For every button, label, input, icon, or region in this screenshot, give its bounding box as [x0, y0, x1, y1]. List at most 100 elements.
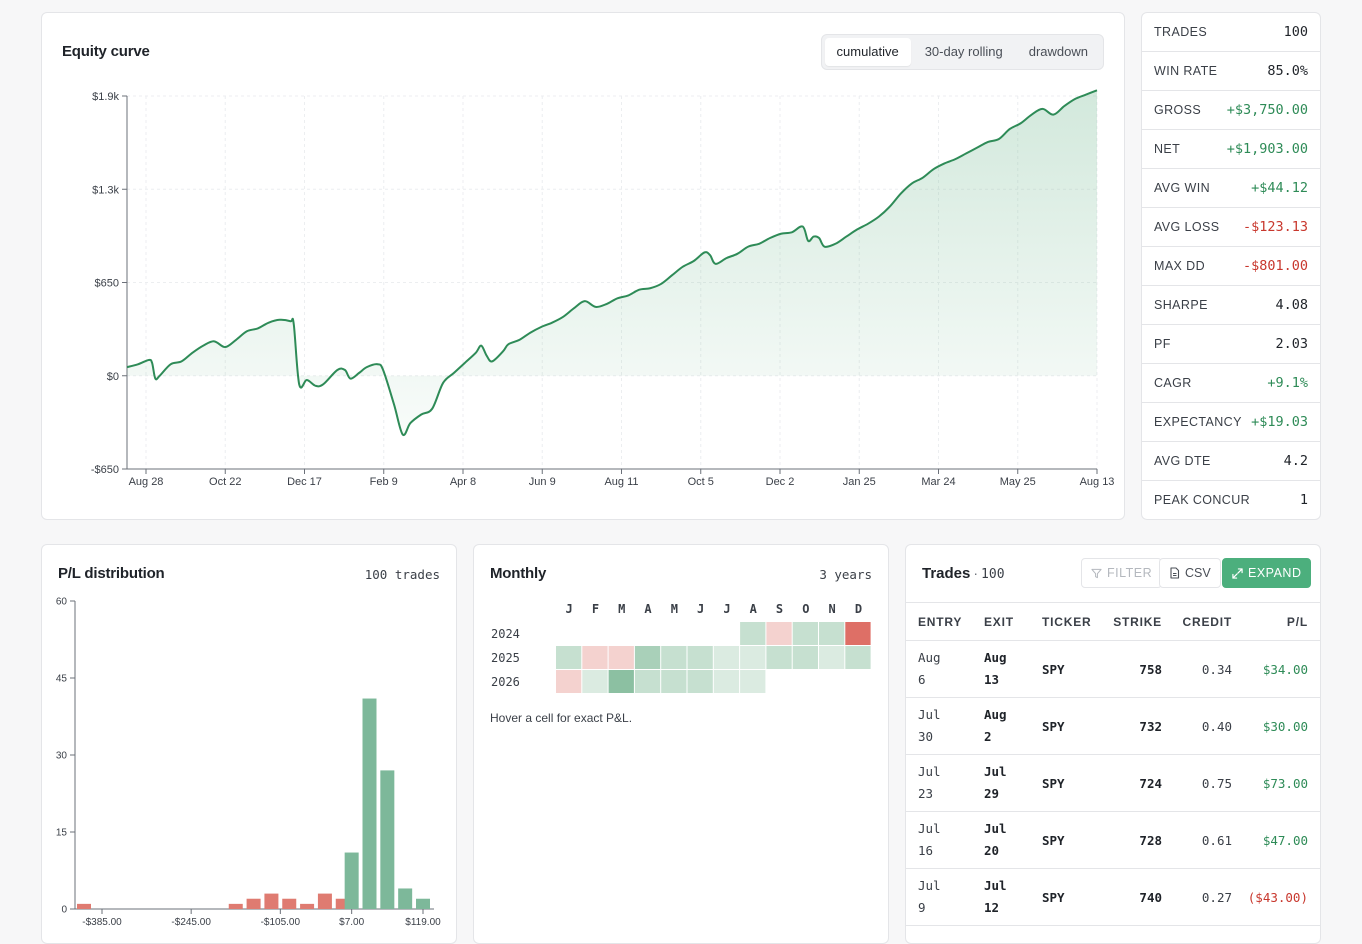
column-ticker[interactable]: TICKER: [1042, 602, 1112, 641]
ticker-cell: SPY: [1042, 697, 1112, 755]
column-credit[interactable]: CREDIT: [1162, 602, 1232, 641]
heatmap-cell[interactable]: [792, 622, 818, 645]
pl-cell: $47.00: [1232, 811, 1320, 869]
heatmap-cell[interactable]: [766, 646, 792, 669]
stat-value: 1: [1299, 492, 1308, 508]
heatmap-cell[interactable]: [792, 646, 818, 669]
histogram-bar[interactable]: [335, 898, 350, 909]
monthly-heatmap[interactable]: J F M A M J J A S O N D 2024 2025 2026: [474, 545, 888, 695]
entry-cell: Aug 6: [906, 640, 984, 698]
heatmap-cell[interactable]: [634, 646, 661, 669]
histogram-bar[interactable]: [77, 903, 91, 909]
heatmap-cell[interactable]: [819, 622, 845, 645]
heatmap-cell[interactable]: [713, 646, 740, 669]
expand-button[interactable]: EXPAND: [1222, 558, 1312, 588]
ticker-cell: SPY: [1042, 811, 1112, 869]
trades-count: 100: [981, 567, 1005, 582]
month-label: N: [829, 602, 836, 616]
heatmap-cell[interactable]: [740, 622, 766, 645]
stat-value: +$1,903.00: [1226, 141, 1308, 157]
pl-cell-text: $73.00: [1262, 775, 1308, 791]
exit-cell: Jul 12: [984, 868, 1042, 926]
pl-cell-text: ($43.00): [1247, 889, 1308, 905]
year-label: 2025: [491, 651, 520, 665]
pl-cell: ($43.00): [1232, 868, 1320, 926]
heatmap-cell[interactable]: [766, 622, 792, 645]
heatmap-cell[interactable]: [687, 646, 713, 669]
equity-curve-panel: Equity curve cumulative 30-day rolling d…: [41, 12, 1125, 520]
month-label: A: [750, 602, 758, 616]
stat-value: 2.03: [1275, 336, 1308, 352]
heatmap-cell[interactable]: [661, 670, 687, 693]
credit-cell: 0.40: [1162, 697, 1232, 755]
stat-value: 4.2: [1283, 453, 1308, 469]
heatmap-cell[interactable]: [845, 646, 871, 669]
heatmap-cell[interactable]: [634, 670, 661, 693]
strike-cell-text: 732: [1139, 718, 1162, 734]
table-row[interactable]: Jul 23 Jul 29 SPY 724 0.75 $73.00: [906, 754, 1320, 812]
heatmap-cell[interactable]: [608, 646, 634, 669]
column-exit[interactable]: EXIT: [984, 602, 1042, 641]
histogram-bar[interactable]: [300, 903, 315, 909]
tab-cumulative[interactable]: cumulative: [824, 38, 911, 66]
heatmap-cell[interactable]: [556, 670, 582, 693]
tab-30-day-rolling[interactable]: 30-day rolling: [924, 44, 1003, 59]
heatmap-cell[interactable]: [582, 670, 608, 693]
ticker-cell: SPY: [1042, 640, 1112, 698]
pl-cell-text: $30.00: [1262, 718, 1308, 734]
histogram-bar[interactable]: [282, 898, 297, 909]
trades-header-row: ENTRY EXIT TICKER STRIKE CREDIT P/L: [906, 602, 1320, 641]
heatmap-cell[interactable]: [556, 646, 582, 669]
histogram-bar[interactable]: [344, 852, 359, 909]
histogram-bar[interactable]: [264, 893, 279, 909]
heatmap-cell[interactable]: [819, 646, 845, 669]
stat-label: AVG DTE: [1154, 454, 1211, 468]
heatmap-cell[interactable]: [713, 670, 740, 693]
table-row[interactable]: Jul 9 Jul 12 SPY 740 0.27 ($43.00): [906, 868, 1320, 926]
trades-separator: ·: [973, 565, 979, 581]
histogram-bar[interactable]: [246, 898, 261, 909]
heatmap-cell[interactable]: [661, 646, 687, 669]
column-pl[interactable]: P/L: [1232, 602, 1320, 641]
stat-label: EXPECTANCY: [1154, 415, 1242, 429]
heatmap-cell[interactable]: [845, 622, 871, 645]
table-row[interactable]: Aug 6 Aug 13 SPY 758 0.34 $34.00: [906, 640, 1320, 698]
year-label: 2026: [491, 675, 520, 689]
csv-export-button[interactable]: CSV: [1159, 558, 1221, 588]
equity-chart[interactable]: -$650 $0 $650 $1.3k $1.9k Aug 28 Oct 22 Dec 17 F…: [42, 13, 1124, 519]
stat-row: TRADES 100: [1142, 13, 1320, 52]
x-tick-label: Dec 17: [287, 476, 322, 488]
credit-cell: 0.34: [1162, 640, 1232, 698]
x-tick-label: Aug 11: [604, 476, 638, 488]
y-tick-label: $1.9k: [92, 91, 119, 103]
equity-curve-title: Equity curve: [62, 43, 150, 60]
filter-button[interactable]: FILTER: [1081, 558, 1163, 588]
y-tick-label: 30: [56, 751, 68, 762]
heatmap-cell[interactable]: [740, 646, 766, 669]
tab-drawdown[interactable]: drawdown: [1028, 44, 1088, 59]
histogram-bar[interactable]: [398, 888, 413, 909]
histogram-bar[interactable]: [416, 898, 430, 909]
histogram-bar[interactable]: [317, 893, 332, 909]
y-tick-label: 15: [56, 828, 68, 839]
heatmap-cell[interactable]: [740, 670, 766, 693]
histogram-bar[interactable]: [228, 903, 243, 909]
table-row[interactable]: Jul 30 Aug 2 SPY 732 0.40 $30.00: [906, 697, 1320, 755]
stat-label: WIN RATE: [1154, 64, 1218, 78]
heatmap-cell[interactable]: [582, 646, 608, 669]
table-row[interactable]: Jul 16 Jul 20 SPY 728 0.61 $47.00: [906, 811, 1320, 869]
histogram-bar[interactable]: [362, 698, 377, 909]
credit-cell-text: 0.61: [1201, 832, 1232, 848]
entry-cell-text: Jul 23: [918, 764, 941, 801]
histogram-bar[interactable]: [380, 770, 395, 909]
x-tick-label: Aug 28: [129, 476, 164, 488]
monthly-hint: Hover a cell for exact P&L.: [490, 711, 633, 725]
heatmap-cell[interactable]: [687, 670, 713, 693]
filter-button-label: FILTER: [1107, 566, 1153, 580]
heatmap-cell[interactable]: [608, 670, 634, 693]
credit-cell-text: 0.27: [1201, 889, 1232, 905]
monthly-title: Monthly: [490, 565, 547, 582]
pl-distribution-chart[interactable]: 0 15 30 45 60 -$385.00 -$245.00 -$105.00 $7.00 $1…: [42, 545, 456, 943]
column-entry[interactable]: ENTRY: [906, 602, 984, 641]
column-strike[interactable]: STRIKE: [1112, 602, 1162, 641]
